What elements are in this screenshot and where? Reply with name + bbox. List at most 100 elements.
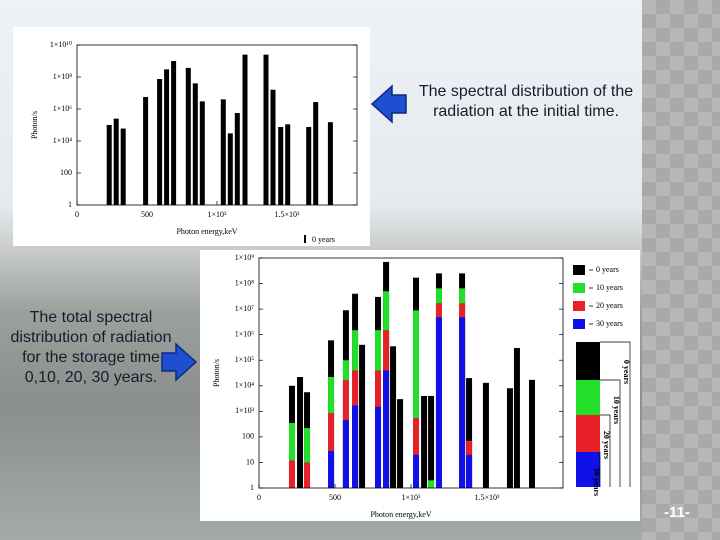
bar	[270, 89, 276, 205]
bar	[171, 61, 177, 205]
bar	[185, 67, 191, 205]
bar	[164, 69, 170, 205]
bar	[413, 417, 420, 488]
y-axis-label: Photon/s	[30, 111, 39, 139]
bar	[359, 344, 366, 488]
y-tick-label: 100	[242, 432, 254, 441]
bar	[428, 480, 435, 488]
x-tick-label: 1.5×10³	[475, 493, 501, 502]
arrow	[370, 84, 407, 124]
bar	[285, 124, 291, 205]
y-tick-label: 1×10⁵	[235, 355, 255, 364]
y-axis-label: Photon/s	[212, 359, 221, 387]
bar	[435, 317, 442, 488]
x-tick-label: 1.5×10³	[275, 210, 301, 219]
bar	[297, 377, 304, 488]
y-tick-label: 1×10⁶	[235, 329, 255, 338]
period-segment	[576, 415, 600, 452]
bar	[242, 54, 248, 205]
period-label: 10 years	[612, 396, 621, 424]
bar	[263, 54, 269, 205]
legend-swatch	[573, 283, 585, 293]
legend-swatch	[573, 265, 585, 275]
x-axis-label: Photon energy,keV	[370, 510, 431, 519]
legend-label: 20 years	[596, 301, 623, 310]
bar	[234, 113, 240, 205]
bar	[459, 317, 466, 488]
bar	[288, 460, 295, 488]
legend-swatch	[304, 235, 306, 243]
y-tick-label: 1×10⁴	[235, 381, 255, 390]
y-tick-label: 100	[60, 168, 72, 177]
bar	[352, 405, 359, 488]
bar	[227, 133, 233, 205]
period-bracket	[600, 379, 621, 487]
bar	[304, 462, 311, 488]
legend-label: 30 years	[596, 319, 623, 328]
arrow	[161, 342, 198, 382]
bar	[220, 99, 226, 205]
y-tick-label: 1	[250, 483, 254, 492]
period-bracket	[600, 341, 631, 487]
bar	[413, 310, 420, 488]
y-tick-label: 1×10⁸	[235, 278, 255, 287]
bar	[278, 126, 284, 205]
x-tick-label: 0	[257, 493, 261, 502]
y-tick-label: 1×10¹⁰	[50, 40, 72, 49]
y-tick-label: 1×10⁶	[53, 104, 73, 113]
period-segment	[576, 342, 600, 380]
bar	[192, 83, 198, 205]
legend-label: 0 years	[312, 235, 335, 244]
x-tick-label: 0	[75, 210, 79, 219]
x-axis-label: Photon energy,keV	[176, 227, 237, 236]
y-tick-label: 1×10⁴	[53, 136, 73, 145]
page-number: -11-	[664, 504, 690, 521]
bar	[397, 399, 404, 488]
bar	[428, 395, 435, 488]
legend-swatch	[573, 301, 585, 311]
bar	[466, 454, 473, 488]
bar	[421, 395, 428, 488]
chart-panel	[200, 250, 640, 521]
bar	[413, 454, 420, 488]
period-segment	[576, 452, 600, 487]
x-tick-label: 1×10³	[208, 210, 228, 219]
x-tick-label: 500	[141, 210, 153, 219]
bar	[513, 348, 520, 488]
period-label: 20 years	[602, 431, 611, 459]
bar	[157, 78, 163, 205]
y-tick-label: 10	[246, 457, 254, 466]
legend-label: 10 years	[596, 283, 623, 292]
bar	[306, 126, 312, 205]
legend-swatch	[573, 319, 585, 329]
bar	[383, 370, 390, 488]
bar	[288, 422, 295, 488]
bar	[328, 451, 335, 488]
bar	[199, 101, 205, 205]
period-label: 30 years	[592, 468, 601, 496]
bar	[313, 102, 319, 205]
y-tick-label: 1×10⁸	[53, 72, 73, 81]
bar	[327, 122, 333, 205]
bar	[528, 379, 535, 488]
caption-left: The total spectral distribution of radia…	[10, 309, 172, 386]
y-tick-label: 1×10⁷	[235, 304, 255, 313]
bar	[390, 346, 397, 488]
bar	[328, 413, 335, 488]
bar	[482, 382, 489, 488]
x-tick-label: 1×10³	[402, 493, 422, 502]
y-tick-label: 1×10³	[235, 406, 255, 415]
bar	[106, 125, 112, 205]
x-tick-label: 500	[329, 493, 341, 502]
side-strip	[642, 0, 720, 540]
bar	[375, 406, 382, 488]
bar	[506, 388, 513, 488]
bar	[143, 97, 149, 205]
legend-label: 0 years	[596, 265, 619, 274]
bar	[113, 118, 119, 205]
y-tick-label: 1	[68, 200, 72, 209]
caption-top: The spectral distribution of the radiati…	[418, 83, 634, 120]
bar	[466, 378, 473, 488]
